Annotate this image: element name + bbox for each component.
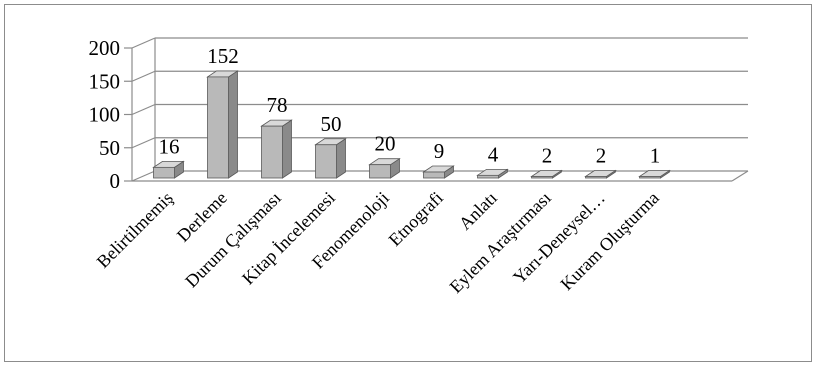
bar-side <box>282 119 292 179</box>
bar <box>422 165 455 179</box>
gridline-side <box>131 137 156 149</box>
bar-front <box>315 144 337 179</box>
bar <box>152 160 185 179</box>
bar-side <box>336 138 346 179</box>
chart-frame <box>4 4 812 362</box>
bar <box>260 119 293 179</box>
y-tick-label: 200 <box>89 36 121 60</box>
y-tick-label: 0 <box>110 169 121 193</box>
data-label: 1 <box>650 144 661 168</box>
data-label: 152 <box>207 44 239 68</box>
y-tick-label: 100 <box>89 103 121 127</box>
bar-front <box>423 171 445 179</box>
category-label: Belirtilmemiş <box>93 188 177 272</box>
data-label: 50 <box>321 112 342 136</box>
bar <box>584 169 617 179</box>
category-label: Kuram Oluşturma <box>556 188 662 294</box>
category-label: Etnografi <box>385 188 447 250</box>
bar-front <box>369 164 391 179</box>
category-label: Kitap İncelemesi <box>238 188 339 289</box>
bar <box>206 70 239 179</box>
bar-front <box>531 176 553 179</box>
data-label: 2 <box>542 144 553 168</box>
data-label: 4 <box>488 142 499 166</box>
bar <box>530 169 563 179</box>
bar-front <box>261 125 283 179</box>
bar-front <box>639 176 661 179</box>
gridline-side <box>131 170 156 182</box>
bar-front <box>585 176 607 179</box>
data-label: 78 <box>267 93 288 117</box>
data-label: 2 <box>596 144 607 168</box>
bar-front <box>153 166 175 179</box>
bar <box>368 157 401 179</box>
y-axis-ticks: 0 50 100 150 200 <box>89 36 121 193</box>
category-label: Eylem Araştırması <box>446 188 555 297</box>
data-label: 20 <box>375 132 396 156</box>
bar-front <box>207 76 229 179</box>
data-labels: 16 152 78 50 20 9 4 2 2 1 <box>159 44 661 168</box>
gridline-side <box>131 37 156 49</box>
data-label: 16 <box>159 134 180 158</box>
y-tick-label: 150 <box>89 69 121 93</box>
floor-right <box>731 170 749 182</box>
bar <box>476 168 509 179</box>
category-label: Durum Çalışması <box>181 188 285 292</box>
category-label: Yarı-Deneysel… <box>509 188 609 288</box>
y-tick-label: 50 <box>99 136 120 160</box>
bar-front <box>477 174 499 179</box>
data-label: 9 <box>434 139 445 163</box>
bars <box>152 70 671 179</box>
gridline-side <box>131 103 156 116</box>
bar <box>638 169 671 179</box>
bar-side <box>228 70 238 179</box>
gridline-side <box>131 70 156 82</box>
bar <box>314 138 347 179</box>
category-label: Anlatı <box>455 188 501 234</box>
